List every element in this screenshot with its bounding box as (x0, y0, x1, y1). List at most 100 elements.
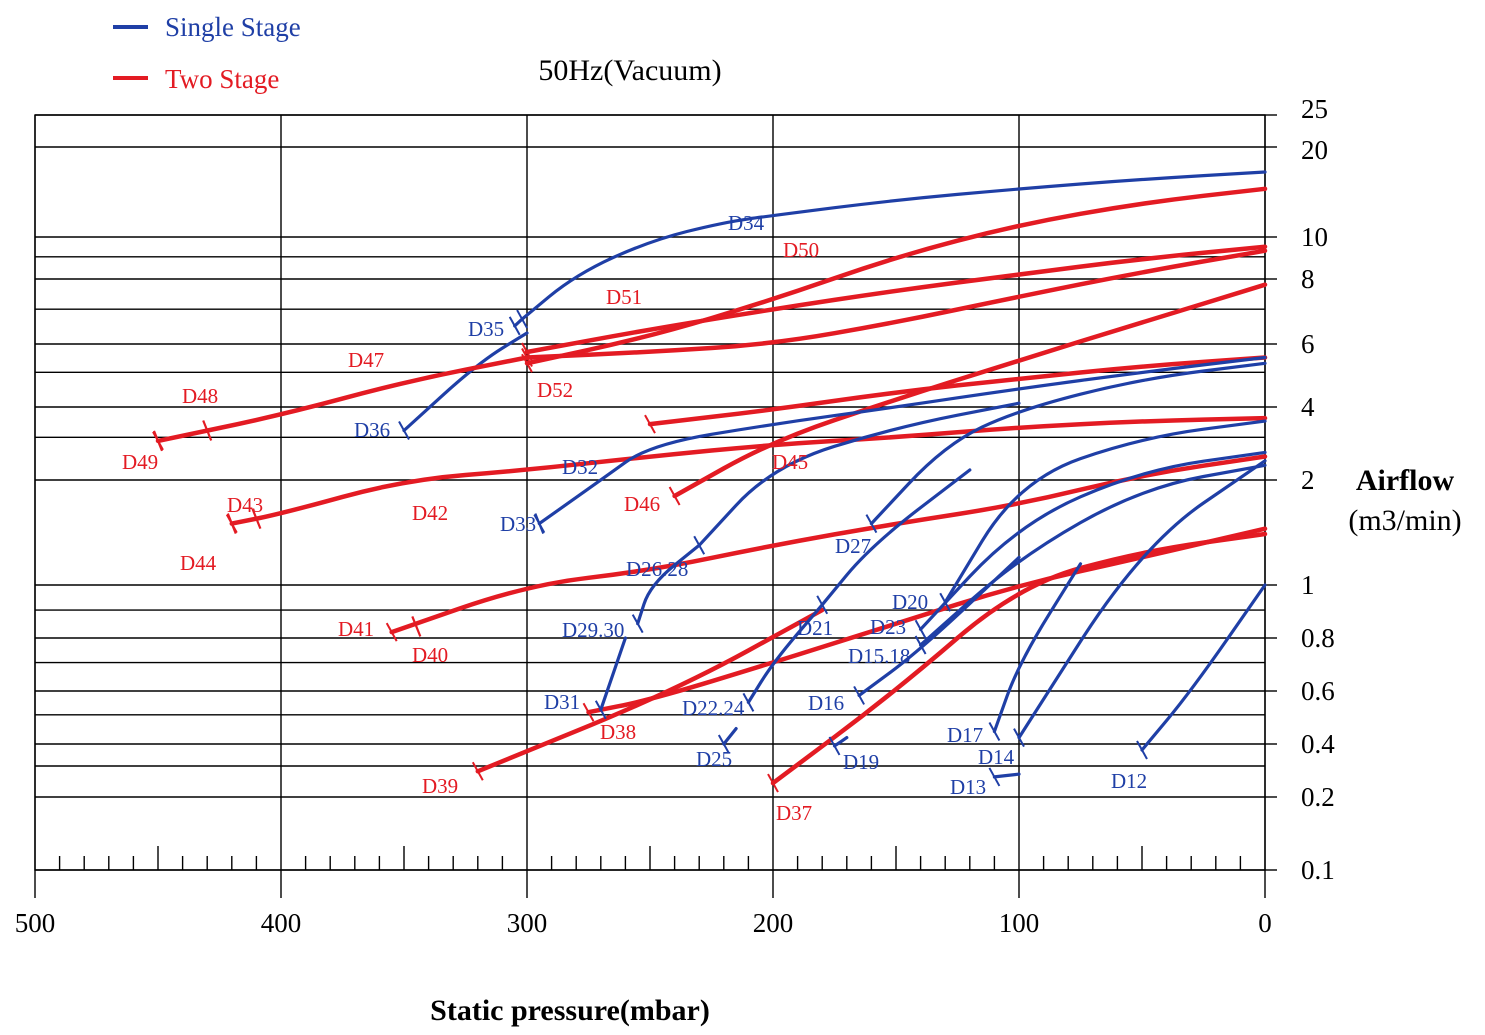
curve-end-tick-D31 (594, 700, 607, 720)
curve-label-D45: D45 (772, 450, 808, 474)
curve-label-D47: D47 (348, 348, 384, 372)
curve-label-D42: D42 (412, 501, 448, 525)
curve-end-tick-D15.18 (914, 635, 927, 655)
curve-D25 (722, 727, 738, 746)
curve-label-D37: D37 (776, 801, 812, 825)
curve-label-D25: D25 (696, 747, 732, 771)
grid (34, 114, 1277, 898)
curve-label-D49: D49 (122, 450, 158, 474)
x-tick-label: 0 (1258, 908, 1272, 938)
curve-end-tick-D27 (865, 514, 878, 534)
curve-label-D52: D52 (537, 378, 573, 402)
curve-marker-D49 (152, 430, 164, 452)
curve-label-D35: D35 (468, 317, 504, 341)
curve-D46 (672, 282, 1268, 499)
curve-end-tick-D38 (582, 702, 595, 722)
y-tick-label: 10 (1301, 222, 1328, 252)
curve-D23 (919, 450, 1267, 631)
y-tick-label: 6 (1301, 329, 1315, 359)
curve-label-D17: D17 (947, 723, 983, 747)
curve-end-tick-D13 (988, 767, 1001, 787)
curve-D45 (647, 355, 1268, 427)
curve-label-D26.28: D26.28 (626, 557, 688, 581)
curve-end-tick-D14 (1013, 728, 1025, 748)
curve-label-D41: D41 (338, 617, 374, 641)
legend-label-single-stage: Single Stage (165, 12, 301, 42)
curves (152, 170, 1268, 793)
curve-end-tick-D22.24 (742, 692, 755, 712)
curve-D21 (820, 468, 972, 607)
curve-labels: D34 D35 D36 D50 D51 D52 D47 D48 D49 D45 D46 D42 D43 D… (122, 211, 1147, 825)
curve-label-D50: D50 (783, 238, 819, 262)
curve-marker-D43 (251, 508, 262, 530)
curve-end-tick-D12 (1136, 740, 1148, 760)
curve-D17 (992, 562, 1083, 734)
curve-D37 (770, 531, 1268, 786)
curve-D47 (155, 355, 530, 444)
curve-D32 (537, 355, 1267, 526)
curve-end-tick-D35 (508, 316, 521, 336)
y-axis-title-line2: (m3/min) (1348, 504, 1461, 537)
y-tick-label: 0.4 (1301, 729, 1335, 759)
legend: Single Stage Two Stage (113, 12, 301, 94)
curve-D36 (402, 331, 529, 433)
y-tick-label: 20 (1301, 135, 1328, 165)
curve-label-D21: D21 (797, 616, 833, 640)
y-tick-label: 25 (1301, 94, 1328, 124)
legend-label-two-stage: Two Stage (165, 64, 279, 94)
curve-D26.28 (697, 401, 1021, 547)
curve-label-D31: D31 (544, 690, 580, 714)
curve-label-D15.18: D15.18 (848, 644, 910, 668)
x-tick-label: 400 (261, 908, 302, 938)
chart-title: 50Hz(Vacuum) (538, 54, 721, 87)
y-tick-label: 0.2 (1301, 782, 1335, 812)
x-axis-title: Static pressure(mbar) (430, 994, 710, 1027)
curve-label-D20: D20 (892, 590, 928, 614)
curve-end-tick-D46 (668, 486, 681, 506)
x-tick-label: 200 (753, 908, 794, 938)
curve-D20 (943, 419, 1267, 604)
curve-D27 (869, 361, 1267, 526)
curve-D29.30 (636, 543, 701, 626)
curve-label-D19: D19 (843, 750, 879, 774)
curve-label-D12: D12 (1111, 769, 1147, 793)
curve-label-D22.24: D22.24 (682, 696, 745, 720)
curve-label-D13: D13 (950, 775, 986, 799)
curve-end-tick-D36 (398, 421, 410, 440)
curve-label-D36: D36 (354, 418, 390, 442)
y-tick-label: 1 (1301, 570, 1315, 600)
curve-marker-D48 (202, 420, 213, 441)
curve-end-tick-D40 (385, 622, 398, 642)
curve-label-D51: D51 (606, 285, 642, 309)
curve-label-D48: D48 (182, 384, 218, 408)
curve-D22.24 (746, 603, 824, 704)
curve-D13 (992, 772, 1021, 779)
curve-end-tick-D19 (828, 736, 841, 756)
curve-marker-D33 (534, 513, 545, 534)
y-tick-label: 8 (1301, 264, 1315, 294)
curve-D15.18 (919, 463, 1267, 647)
curve-label-D23: D23 (870, 615, 906, 639)
curve-D35 (513, 317, 524, 328)
curve-D16 (857, 555, 1021, 697)
y-tick-label: 0.1 (1301, 855, 1335, 885)
x-tick-label: 300 (507, 908, 548, 938)
curve-end-tick-D37 (767, 773, 779, 793)
curve-D50 (524, 186, 1268, 366)
curve-end-tick-D39 (471, 761, 484, 781)
x-tick-label: 500 (15, 908, 56, 938)
curve-D52 (524, 248, 1268, 360)
curve-label-D44: D44 (180, 551, 217, 575)
curve-label-D29.30: D29.30 (562, 618, 624, 642)
y-tick-label: 0.6 (1301, 676, 1335, 706)
curve-label-D46: D46 (624, 492, 660, 516)
curve-label-D39: D39 (422, 774, 458, 798)
curve-end-tick-D29.30 (631, 614, 644, 634)
curve-D31 (599, 636, 627, 712)
y-tick-labels: 25 20 10 8 6 4 2 1 0.8 0.6 0.4 0.2 0.1 (1301, 94, 1335, 885)
curve-label-D27: D27 (835, 534, 871, 558)
x-tick-labels: 500 400 300 200 100 0 (15, 908, 1272, 938)
y-axis-title-line1: Airflow (1356, 464, 1455, 497)
curve-D51 (524, 244, 1268, 355)
